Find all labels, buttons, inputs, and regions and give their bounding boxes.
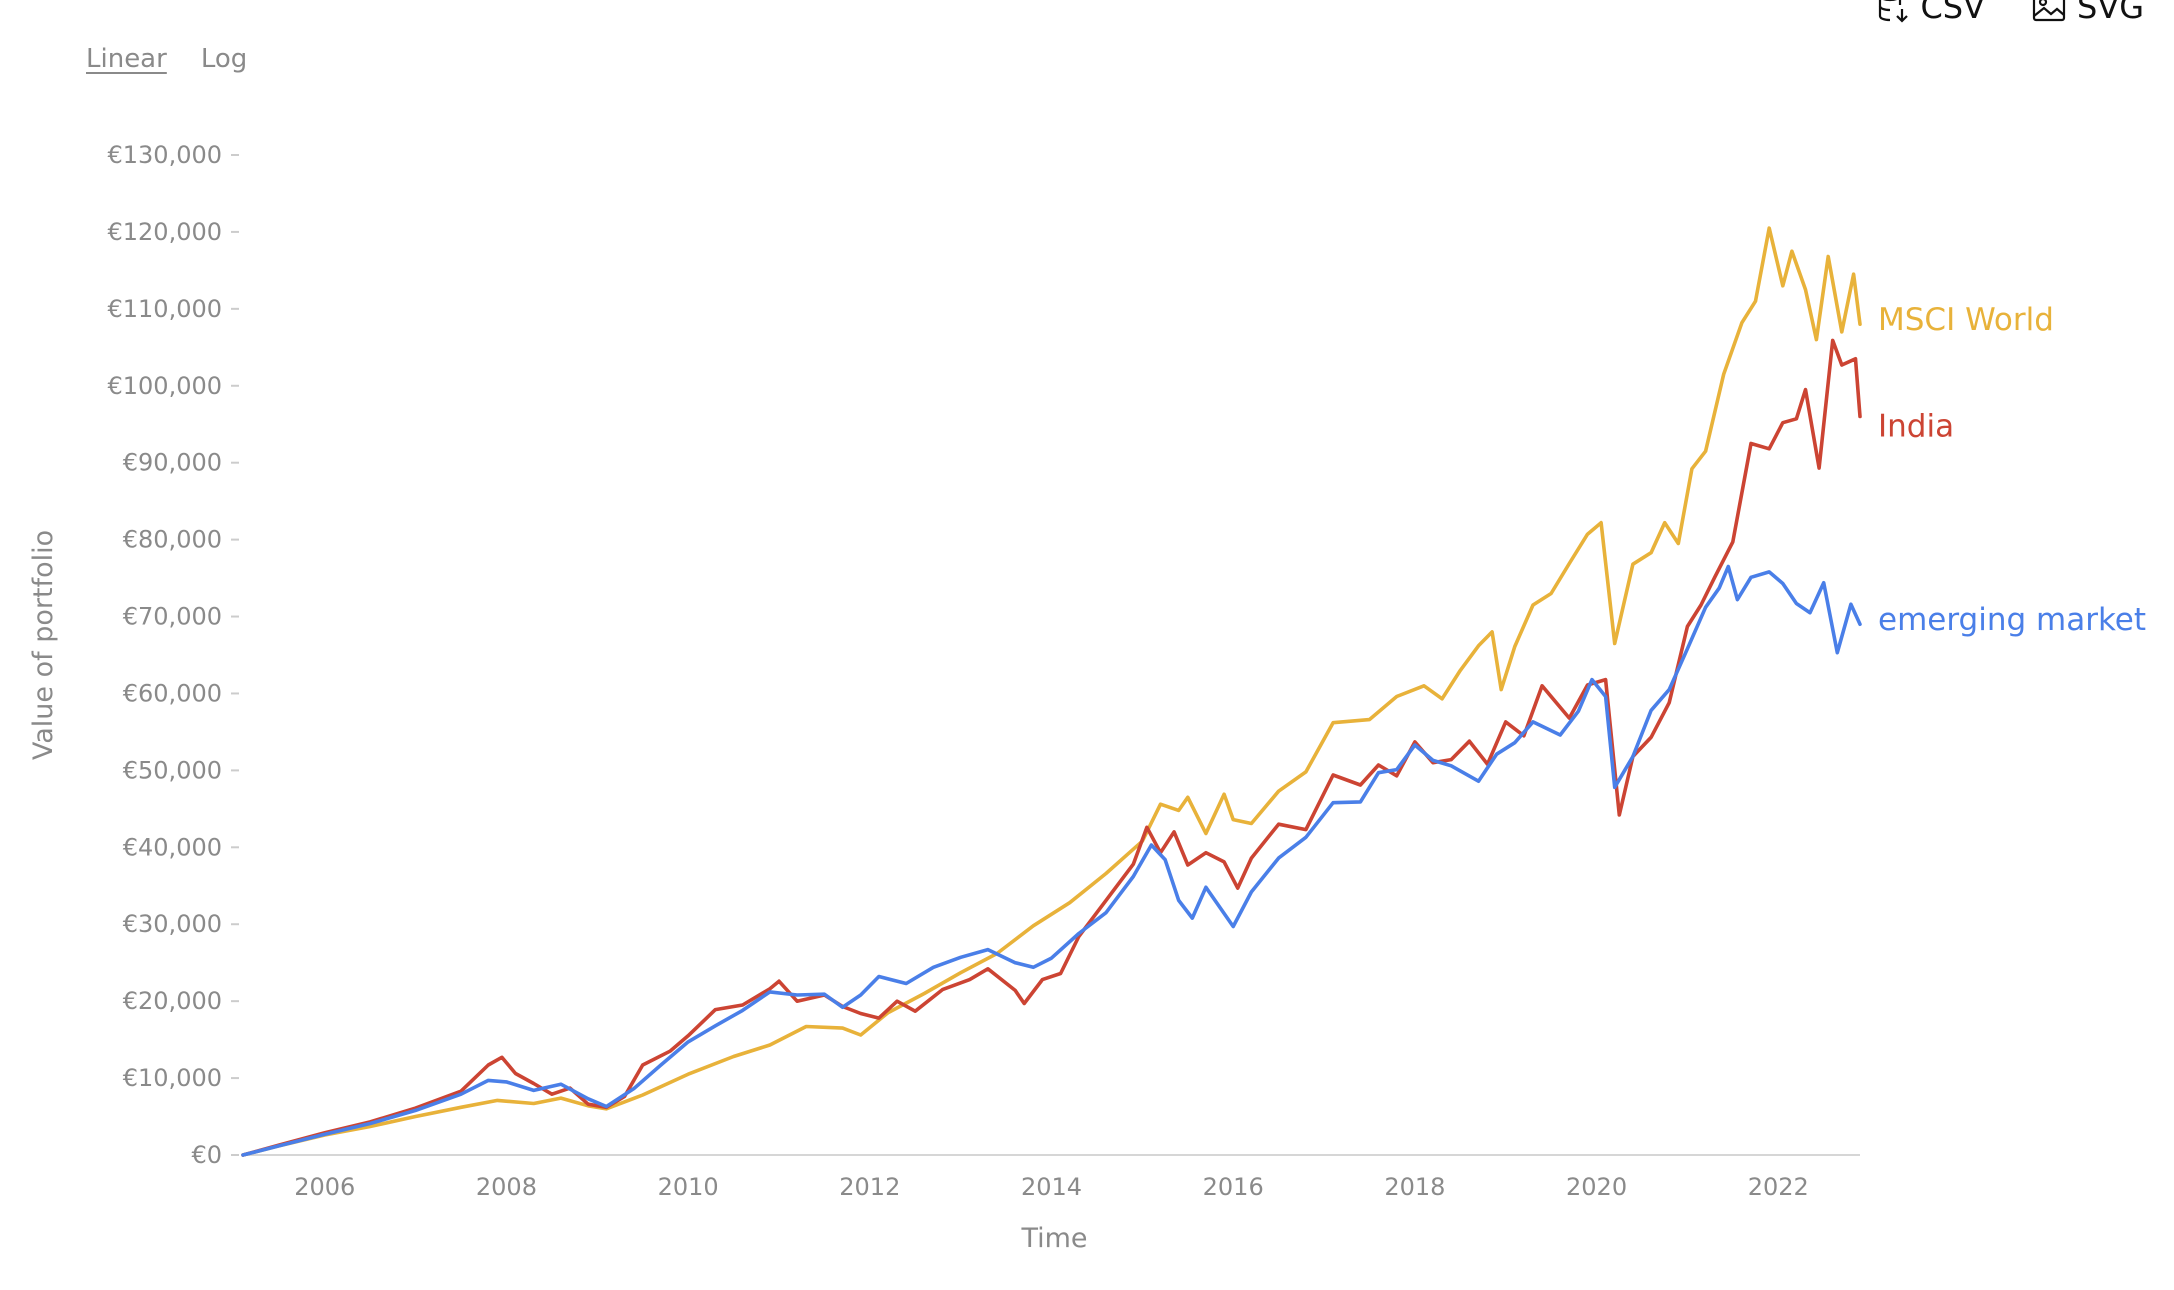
y-tick-label: €120,000 <box>107 218 222 246</box>
y-axis-title: Value of portfolio <box>28 530 59 760</box>
y-tick-label: €130,000 <box>107 141 222 169</box>
x-tick-label: 2022 <box>1748 1173 1809 1201</box>
series-line-emerging-market <box>241 564 1862 1157</box>
y-tick-label: €60,000 <box>123 679 222 707</box>
csv-label: CSV <box>1920 0 1985 26</box>
csv-download-button[interactable]: CSV <box>1876 0 1985 26</box>
series-line-msci-world <box>241 226 1862 1157</box>
x-axis-title: Time <box>1020 1223 1087 1254</box>
y-tick-label: €110,000 <box>107 295 222 323</box>
y-tick-label: €80,000 <box>123 526 222 554</box>
y-tick-label: €100,000 <box>107 372 222 400</box>
y-tick-label: €40,000 <box>123 833 222 861</box>
y-tick-label: €90,000 <box>123 449 222 477</box>
x-tick-label: 2014 <box>1021 1173 1082 1201</box>
x-tick-label: 2020 <box>1566 1173 1627 1201</box>
y-tick-label: €10,000 <box>123 1064 222 1092</box>
download-toolbar: CSV SVG <box>1876 0 2144 26</box>
x-tick-label: 2018 <box>1384 1173 1445 1201</box>
x-tick-label: 2012 <box>839 1173 900 1201</box>
y-tick-label: €0 <box>191 1141 222 1169</box>
y-tick-label: €70,000 <box>123 603 222 631</box>
database-download-icon <box>1876 0 1910 24</box>
series-label-msci-world: MSCI World <box>1878 302 2054 338</box>
log-scale-button[interactable]: Log <box>200 44 248 74</box>
series-label-emerging-market: emerging market <box>1878 602 2146 638</box>
x-tick-label: 2016 <box>1203 1173 1264 1201</box>
svg-label: SVG <box>2077 0 2144 26</box>
y-tick-label: €20,000 <box>123 987 222 1015</box>
image-icon <box>2031 0 2067 24</box>
y-tick-label: €30,000 <box>123 910 222 938</box>
linear-scale-button[interactable]: Linear <box>86 44 167 74</box>
x-tick-label: 2006 <box>294 1173 355 1201</box>
y-tick-label: €50,000 <box>123 756 222 784</box>
x-tick-label: 2008 <box>476 1173 537 1201</box>
scale-toggle: Linear Log <box>86 44 247 74</box>
x-tick-label: 2010 <box>658 1173 719 1201</box>
svg-download-button[interactable]: SVG <box>2031 0 2144 26</box>
series-line-india <box>241 338 1862 1157</box>
series-label-india: India <box>1878 409 1954 445</box>
